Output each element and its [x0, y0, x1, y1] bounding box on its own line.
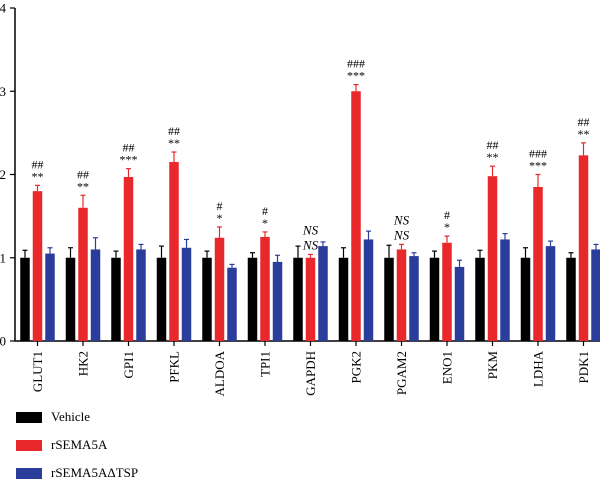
significance-label: ### [529, 147, 547, 161]
legend: Vehicle rSEMA5A rSEMA5AΔTSP [16, 405, 138, 489]
bar [384, 257, 394, 341]
bar [90, 249, 101, 341]
legend-label-rsema5a: rSEMA5A [51, 437, 108, 452]
significance-label: * [444, 220, 450, 234]
bar [272, 261, 283, 341]
x-tick-label: PDK1 [576, 351, 591, 384]
significance-label: *** [529, 159, 547, 173]
bar [111, 257, 121, 341]
legend-label-vehicle: Vehicle [51, 409, 90, 424]
bar [545, 246, 556, 341]
x-tick-label: LDHA [531, 350, 546, 387]
bar [20, 257, 30, 341]
bar [487, 176, 498, 341]
bar [591, 249, 600, 341]
legend-swatch-vehicle [16, 411, 42, 423]
bar [475, 257, 485, 341]
x-tick-label: GAPDH [303, 351, 318, 396]
significance-label: *** [120, 153, 138, 167]
bar [260, 236, 270, 341]
legend-swatch-rsema5a-dtsp [16, 467, 42, 479]
significance-label: ** [32, 169, 44, 183]
bar [578, 155, 589, 341]
bar [351, 91, 361, 341]
x-tick-label: GLUT1 [30, 351, 45, 392]
bar [566, 257, 576, 341]
bar [65, 257, 76, 341]
bar [429, 257, 440, 341]
significance-label: ** [77, 179, 89, 193]
significance-label: * [217, 211, 223, 225]
significance-label: NS [302, 222, 319, 237]
bar [318, 246, 328, 341]
significance-label: *** [347, 69, 365, 83]
bar [247, 257, 258, 341]
x-tick-label: ENO1 [440, 351, 455, 384]
significance-label: ** [168, 136, 180, 150]
x-tick-label: PKM [485, 351, 500, 380]
bar [363, 239, 374, 341]
bar [293, 257, 303, 341]
significance-label: ** [578, 127, 590, 141]
bar [78, 207, 88, 341]
significance-label: NS [393, 212, 410, 227]
x-tick-label: GPI1 [121, 351, 136, 378]
significance-label: ## [578, 115, 590, 129]
bar [202, 257, 212, 341]
significance-label: NS [393, 227, 410, 242]
bar [500, 239, 510, 341]
legend-item-rsema5a: rSEMA5A [16, 433, 138, 457]
bar [533, 186, 543, 341]
y-tick-label: 2 [0, 167, 6, 182]
x-tick-label: ALDOA [212, 350, 227, 396]
y-tick-label: 3 [0, 84, 6, 99]
bar [136, 249, 146, 341]
x-tick-label: HK2 [76, 351, 91, 376]
significance-label: # [262, 204, 268, 218]
significance-label: * [262, 216, 268, 230]
y-tick-label: 0 [0, 334, 6, 349]
bar [454, 266, 465, 341]
bar [169, 162, 179, 341]
bar [338, 257, 349, 341]
bar [520, 257, 531, 341]
y-tick-label: 4 [0, 1, 7, 16]
y-tick-label: 1 [0, 250, 6, 265]
legend-item-vehicle: Vehicle [16, 405, 138, 429]
bar [32, 191, 43, 341]
bar [45, 253, 55, 341]
x-tick-label: TPI1 [258, 351, 273, 377]
bar [305, 257, 316, 341]
legend-swatch-rsema5a [16, 439, 42, 451]
x-tick-label: PGAM2 [394, 351, 409, 395]
significance-label: ## [168, 124, 180, 138]
bar [123, 176, 134, 341]
significance-label: ## [32, 157, 44, 171]
bar [396, 249, 407, 341]
legend-item-rsema5a-dtsp: rSEMA5AΔTSP [16, 461, 138, 485]
significance-label: ## [487, 138, 499, 152]
bar [214, 237, 225, 341]
significance-label: # [217, 199, 223, 213]
bar [409, 256, 419, 341]
legend-label-rsema5a-dtsp: rSEMA5AΔTSP [51, 465, 139, 480]
significance-label: NS [302, 237, 319, 252]
significance-label: # [444, 208, 450, 222]
significance-label: ## [77, 167, 89, 181]
bar [156, 257, 167, 341]
x-tick-label: PFKL [167, 351, 182, 383]
significance-label: ** [487, 150, 499, 164]
x-tick-label: PGK2 [349, 351, 364, 384]
significance-label: ## [123, 141, 135, 155]
significance-label: ### [347, 57, 365, 71]
bar [181, 247, 192, 341]
bar [442, 242, 452, 341]
bar [227, 267, 237, 341]
